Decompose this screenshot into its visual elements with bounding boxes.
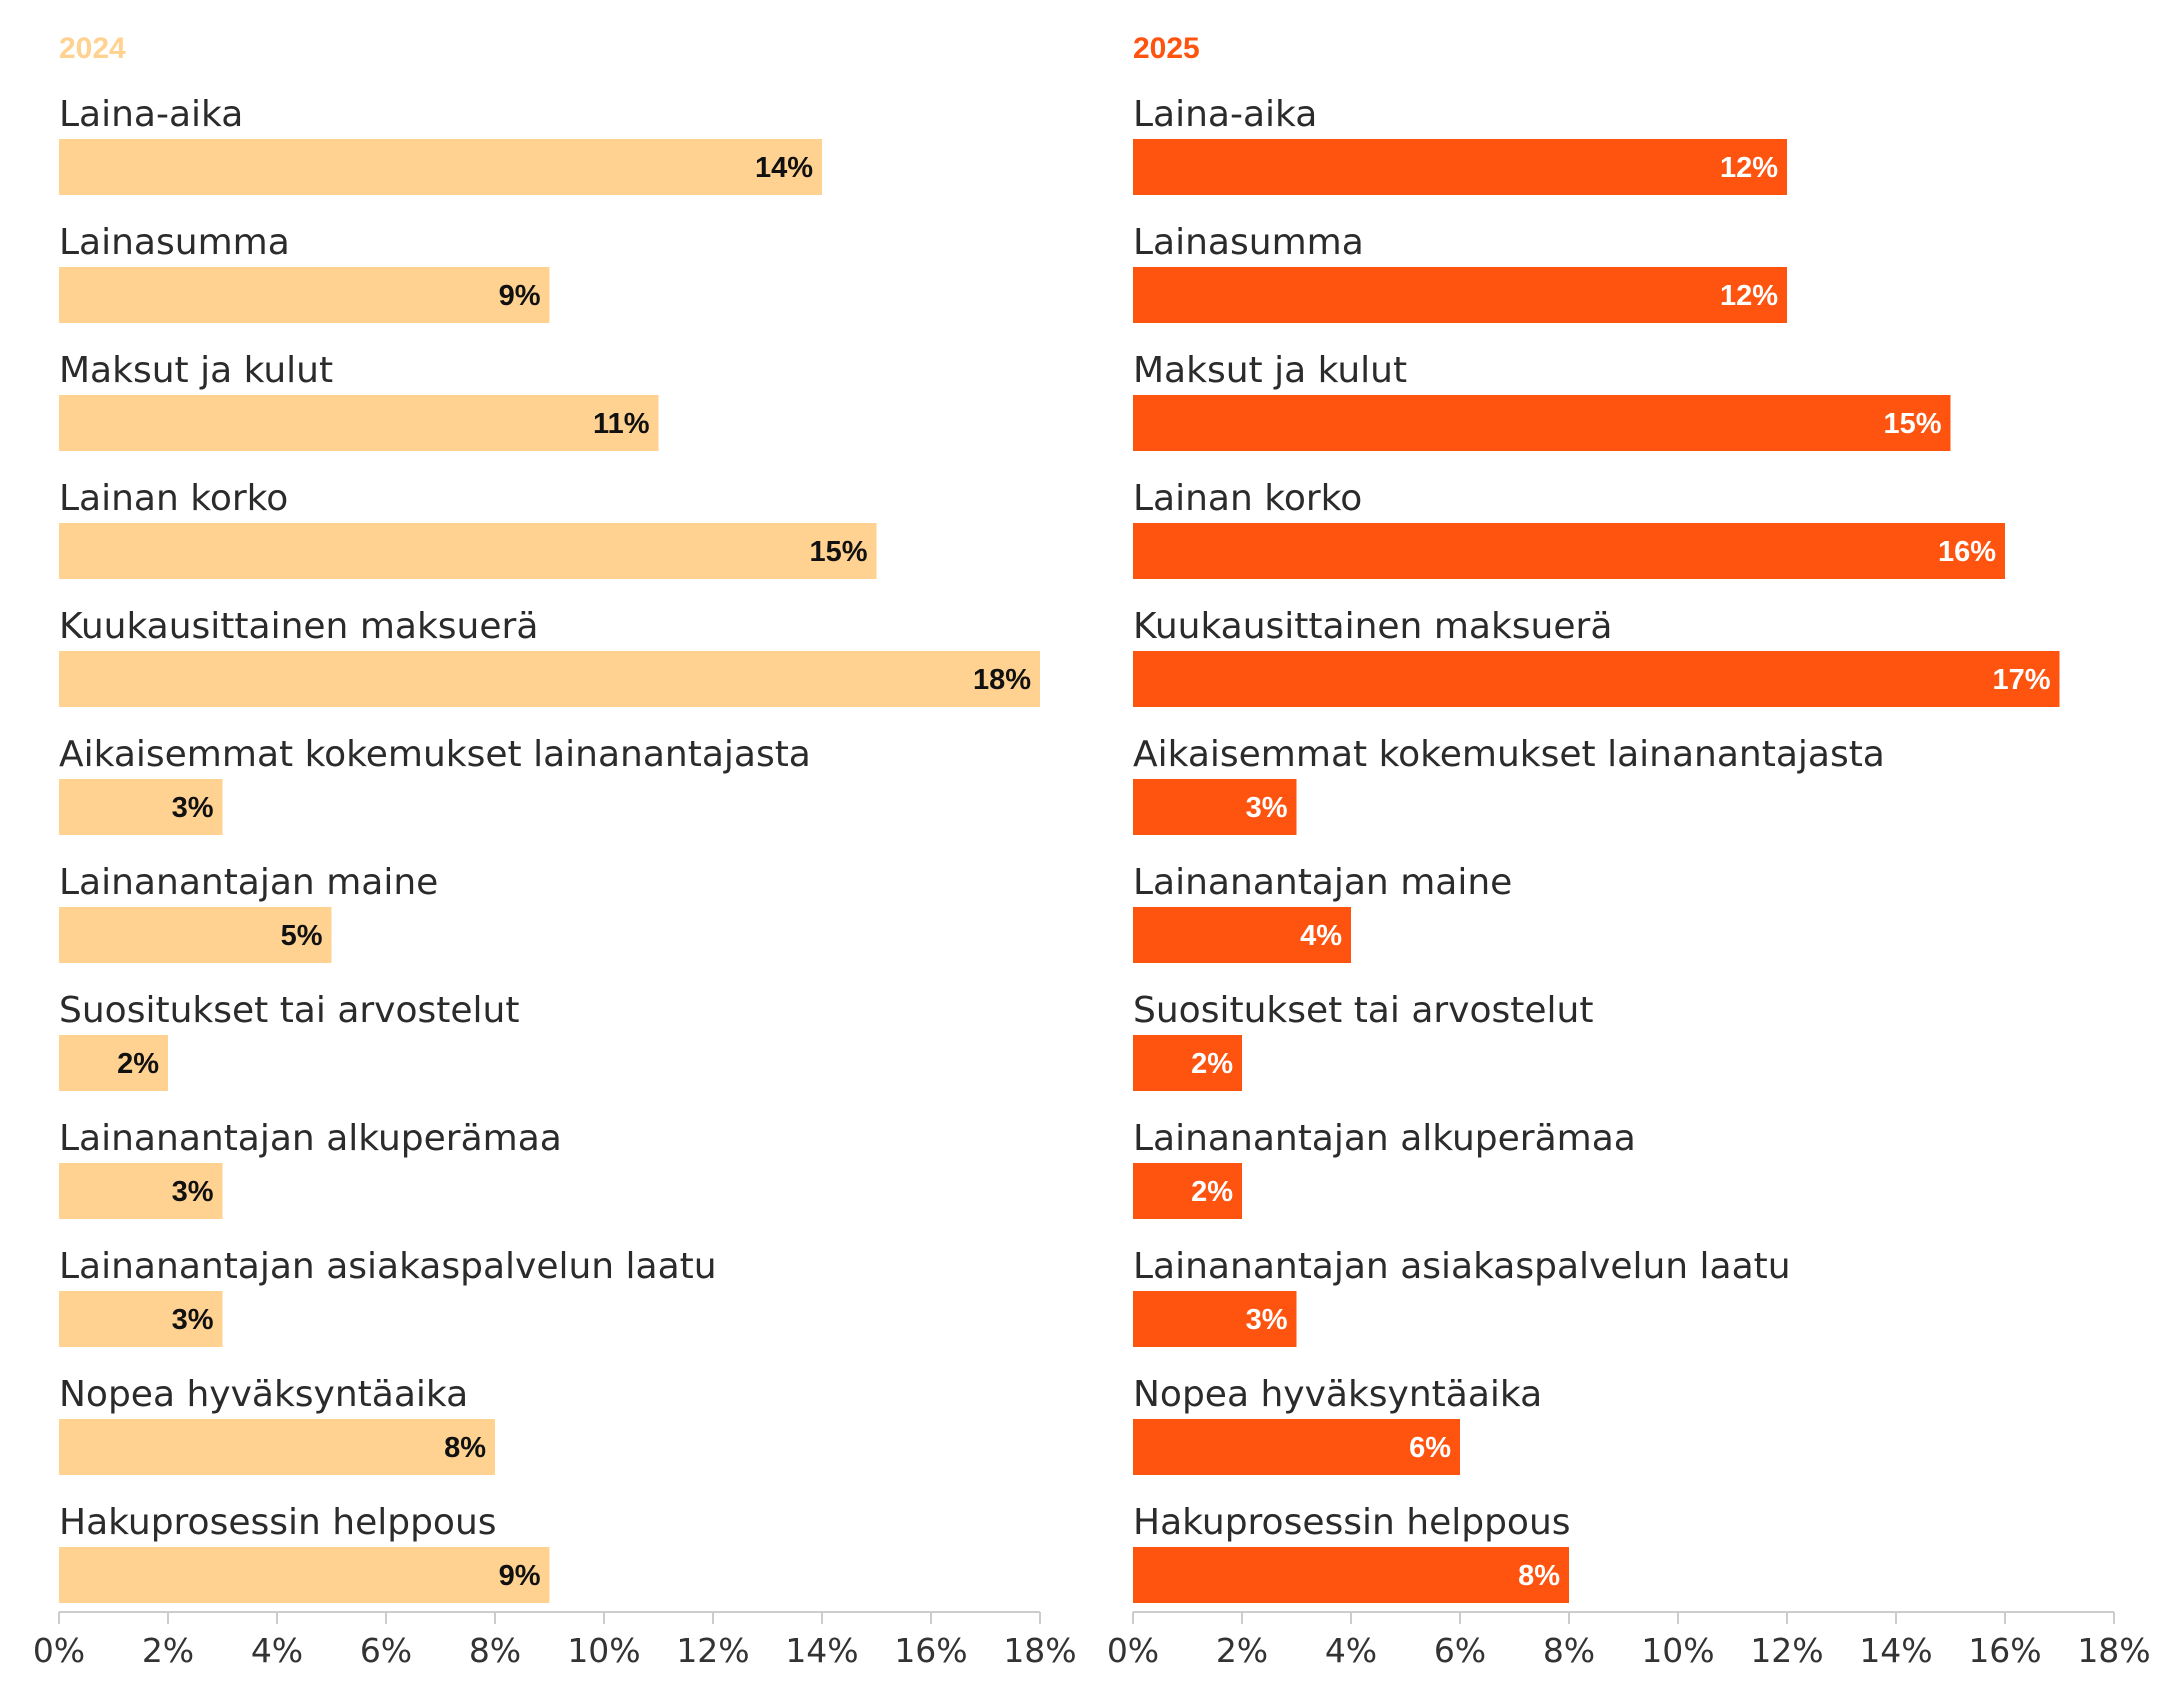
data-label: 9% [499,280,541,312]
data-label: 16% [1938,536,1996,568]
bar [1133,139,1787,195]
bar [1133,1547,1569,1603]
category-label: Lainanantajan alkuperämaa [59,1118,562,1159]
bar [1133,907,1351,963]
panel-2025: 2025 Laina-aika 12% Lainasumma 12% Maksut ja… [1107,32,2151,1670]
category-label: Maksut ja kulut [1133,350,1407,391]
x-tick-label: 12% [676,1631,749,1670]
bar [59,651,1040,707]
bar [1133,779,1297,835]
category-label: Suositukset tai arvostelut [1133,990,1593,1031]
x-tick-label: 16% [1968,1631,2041,1670]
data-label: 3% [172,792,214,824]
data-label: 3% [1246,792,1288,824]
data-label: 2% [117,1048,159,1080]
data-label: 3% [172,1304,214,1336]
bar [59,1163,223,1219]
bar [59,395,659,451]
data-label: 12% [1720,152,1778,184]
category-label: Lainan korko [1133,478,1362,519]
x-tick-label: 4% [1325,1631,1377,1670]
data-label: 8% [1518,1560,1560,1592]
x-tick-label: 10% [1641,1631,1714,1670]
data-label: 17% [1992,664,2050,696]
data-label: 12% [1720,280,1778,312]
data-label: 4% [1300,920,1342,952]
x-tick-label: 8% [1543,1631,1595,1670]
x-tick-label: 18% [1003,1631,1076,1670]
x-tick-label: 12% [1750,1631,1823,1670]
category-label: Lainanantajan alkuperämaa [1133,1118,1636,1159]
x-tick-label: 2% [142,1631,194,1670]
bar [59,907,332,963]
bar [59,1035,168,1091]
bar [59,139,822,195]
x-tick-label: 16% [894,1631,967,1670]
data-label: 14% [755,152,813,184]
x-tick-label: 6% [1434,1631,1486,1670]
data-label: 11% [593,408,650,440]
category-label: Lainan korko [59,478,288,519]
category-label: Laina-aika [1133,94,1317,135]
bar [1133,651,2060,707]
bar [1133,1419,1460,1475]
x-tick-label: 0% [33,1631,85,1670]
data-label: 15% [809,536,867,568]
data-label: 2% [1191,1048,1233,1080]
category-label: Nopea hyväksyntäaika [1133,1374,1542,1415]
bar [1133,523,2005,579]
x-tick-label: 14% [785,1631,858,1670]
x-tick-label: 6% [360,1631,412,1670]
x-tick-label: 4% [251,1631,303,1670]
category-label: Lainanantajan maine [59,862,438,903]
x-tick-label: 10% [567,1631,640,1670]
x-tick-label: 8% [469,1631,521,1670]
bar [1133,395,1951,451]
data-label: 15% [1883,408,1941,440]
bar [59,523,877,579]
panel-title: 2024 [59,32,126,65]
category-label: Laina-aika [59,94,243,135]
category-label: Suositukset tai arvostelut [59,990,519,1031]
category-label: Lainanantajan maine [1133,862,1512,903]
category-label: Lainanantajan asiakaspalvelun laatu [1133,1246,1791,1287]
category-label: Aikaisemmat kokemukset lainanantajasta [1133,734,1885,775]
data-label: 3% [1246,1304,1288,1336]
x-tick-label: 2% [1216,1631,1268,1670]
panel-2024: 2024 Laina-aika 14% Lainasumma 9% Maksut ja … [33,32,1077,1670]
bar [59,779,223,835]
panel-title: 2025 [1133,32,1200,65]
bar [1133,1163,1242,1219]
category-label: Nopea hyväksyntäaika [59,1374,468,1415]
data-label: 9% [499,1560,541,1592]
category-label: Kuukausittainen maksuerä [1133,606,1612,647]
data-label: 3% [172,1176,214,1208]
x-tick-label: 18% [2077,1631,2150,1670]
bar [59,1291,223,1347]
category-label: Kuukausittainen maksuerä [59,606,538,647]
data-label: 18% [973,664,1031,696]
bar [1133,1035,1242,1091]
bar [1133,267,1787,323]
x-tick-label: 14% [1859,1631,1932,1670]
category-label: Maksut ja kulut [59,350,333,391]
bar [59,1547,550,1603]
data-label: 8% [444,1432,486,1464]
bar [59,1419,495,1475]
x-tick-label: 0% [1107,1631,1159,1670]
category-label: Lainasumma [59,222,290,263]
category-label: Lainasumma [1133,222,1364,263]
data-label: 6% [1409,1432,1451,1464]
bar [1133,1291,1297,1347]
bar [59,267,550,323]
category-label: Hakuprosessin helppous [59,1502,497,1543]
category-label: Aikaisemmat kokemukset lainanantajasta [59,734,811,775]
data-label: 2% [1191,1176,1233,1208]
category-label: Hakuprosessin helppous [1133,1502,1571,1543]
data-label: 5% [281,920,323,952]
category-label: Lainanantajan asiakaspalvelun laatu [59,1246,717,1287]
